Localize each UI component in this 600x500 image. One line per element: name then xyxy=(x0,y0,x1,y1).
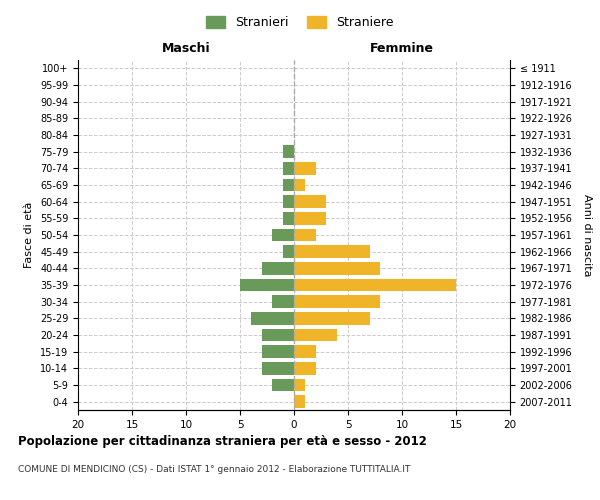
Bar xyxy=(262,262,294,274)
Bar xyxy=(262,362,294,374)
Bar xyxy=(294,312,370,324)
Bar xyxy=(294,279,456,291)
Bar xyxy=(294,262,380,274)
Bar xyxy=(294,396,305,408)
Bar xyxy=(283,246,294,258)
Legend: Stranieri, Straniere: Stranieri, Straniere xyxy=(202,11,398,34)
Bar xyxy=(283,146,294,158)
Y-axis label: Anni di nascita: Anni di nascita xyxy=(582,194,592,276)
Bar xyxy=(240,279,294,291)
Text: COMUNE DI MENDICINO (CS) - Dati ISTAT 1° gennaio 2012 - Elaborazione TUTTITALIA.: COMUNE DI MENDICINO (CS) - Dati ISTAT 1°… xyxy=(18,465,410,474)
Bar xyxy=(283,212,294,224)
Bar xyxy=(272,229,294,241)
Bar xyxy=(294,346,316,358)
Bar xyxy=(283,179,294,192)
Text: Popolazione per cittadinanza straniera per età e sesso - 2012: Popolazione per cittadinanza straniera p… xyxy=(18,435,427,448)
Bar xyxy=(294,196,326,208)
Bar xyxy=(294,296,380,308)
Bar xyxy=(294,229,316,241)
Bar xyxy=(272,296,294,308)
Bar xyxy=(294,329,337,341)
Bar xyxy=(294,362,316,374)
Bar xyxy=(294,246,370,258)
Bar xyxy=(294,379,305,391)
Bar xyxy=(262,346,294,358)
Bar xyxy=(294,162,316,174)
Y-axis label: Fasce di età: Fasce di età xyxy=(25,202,34,268)
Text: Femmine: Femmine xyxy=(370,42,434,55)
Text: Maschi: Maschi xyxy=(161,42,211,55)
Bar xyxy=(272,379,294,391)
Bar xyxy=(283,162,294,174)
Bar xyxy=(294,212,326,224)
Bar xyxy=(251,312,294,324)
Bar xyxy=(283,196,294,208)
Bar xyxy=(262,329,294,341)
Bar xyxy=(294,179,305,192)
